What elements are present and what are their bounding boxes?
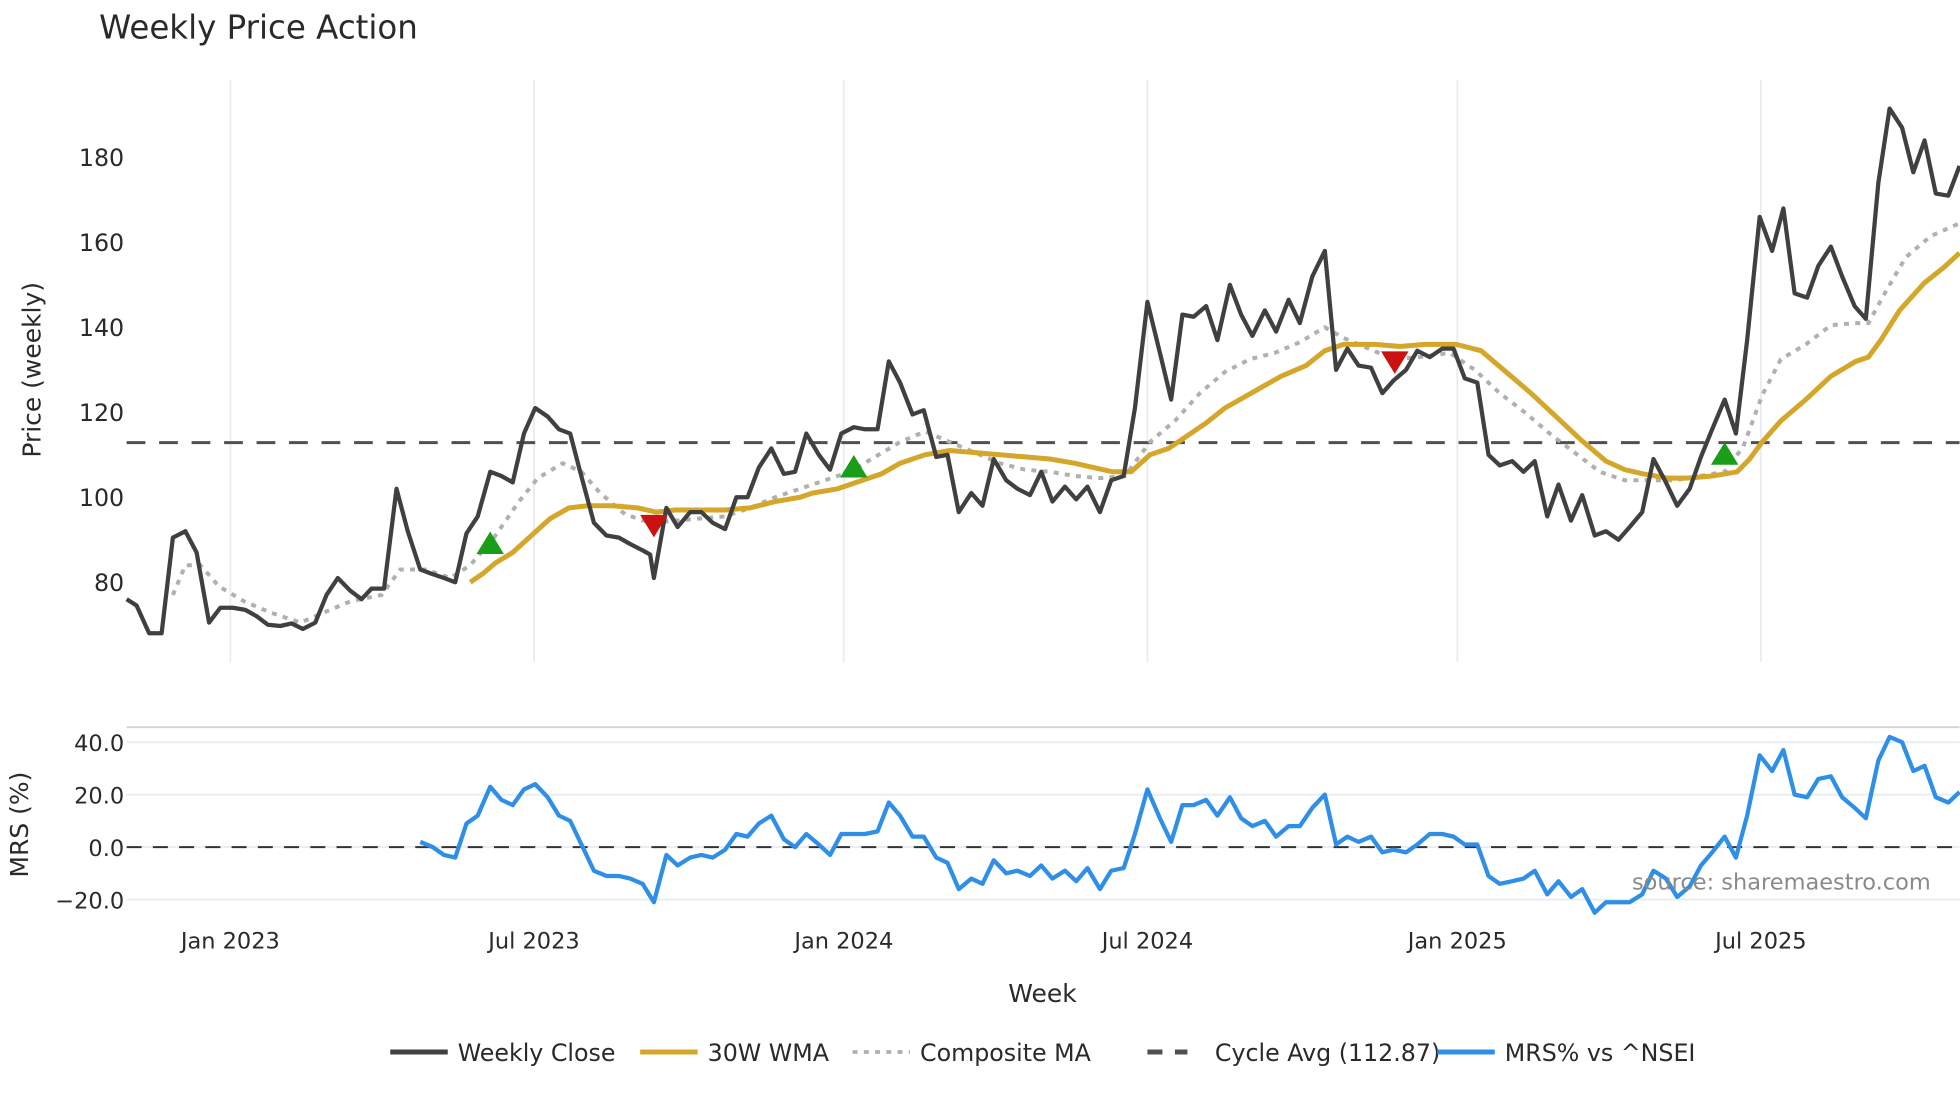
x-axis-label: Week xyxy=(1008,979,1077,1008)
mrs-y-tick: −20.0 xyxy=(55,888,124,914)
price-y-axis-label: Price (weekly) xyxy=(17,282,46,458)
legend-label: Cycle Avg (112.87) xyxy=(1215,1039,1440,1067)
legend: Weekly Close 30W WMA Composite MA Cycle Avg… xyxy=(390,1039,1695,1067)
price-gridlines xyxy=(229,79,1762,663)
x-tick-label: Jul 2025 xyxy=(1713,928,1806,954)
mrs-panel: −20.0 0.0 20.0 40.0 MRS (%) source: sharema… xyxy=(5,726,1960,915)
signal-markers xyxy=(476,351,1739,554)
mrs-y-axis-label: MRS (%) xyxy=(5,772,34,878)
legend-label: Weekly Close xyxy=(458,1039,616,1067)
mrs-y-tick: 0.0 xyxy=(88,836,124,862)
watermark: source: sharemaestro.com xyxy=(1632,870,1931,896)
x-axis-ticks: Jan 2023 Jul 2023 Jan 2024 Jul 2024 Jan 2025… xyxy=(179,928,1807,954)
x-tick-label: Jul 2023 xyxy=(486,928,579,954)
price-y-tick: 180 xyxy=(79,144,124,172)
price-y-tick: 140 xyxy=(79,314,124,342)
mrs-y-ticks: −20.0 0.0 20.0 40.0 xyxy=(55,731,124,914)
weekly-close-line xyxy=(125,106,1960,636)
buy-signal-icon xyxy=(476,531,504,554)
x-tick-label: Jan 2025 xyxy=(1406,928,1507,954)
price-y-tick: 120 xyxy=(79,399,124,427)
mrs-y-tick: 40.0 xyxy=(74,731,124,757)
legend-label: 30W WMA xyxy=(708,1039,830,1067)
x-tick-label: Jan 2024 xyxy=(792,928,893,954)
legend-label: MRS% vs ^NSEI xyxy=(1505,1039,1696,1067)
price-y-tick: 80 xyxy=(94,569,124,597)
price-panel: 80 100 120 140 160 180 Price (weekly) xyxy=(17,79,1960,663)
price-y-ticks: 80 100 120 140 160 180 xyxy=(79,144,124,597)
mrs-y-tick: 20.0 xyxy=(74,783,124,809)
chart-title: Weekly Price Action xyxy=(99,9,418,47)
legend-label: Composite MA xyxy=(920,1039,1092,1067)
mrs-line xyxy=(419,734,1960,915)
x-tick-label: Jan 2023 xyxy=(179,928,280,954)
x-tick-label: Jul 2024 xyxy=(1100,928,1193,954)
price-y-tick: 100 xyxy=(79,484,124,512)
price-y-tick: 160 xyxy=(79,229,124,257)
buy-signal-icon xyxy=(1710,442,1739,465)
buy-signal-icon xyxy=(840,455,868,478)
composite-ma-line xyxy=(171,221,1960,625)
sell-signal-icon xyxy=(640,514,668,538)
sell-signal-icon xyxy=(1381,351,1409,374)
